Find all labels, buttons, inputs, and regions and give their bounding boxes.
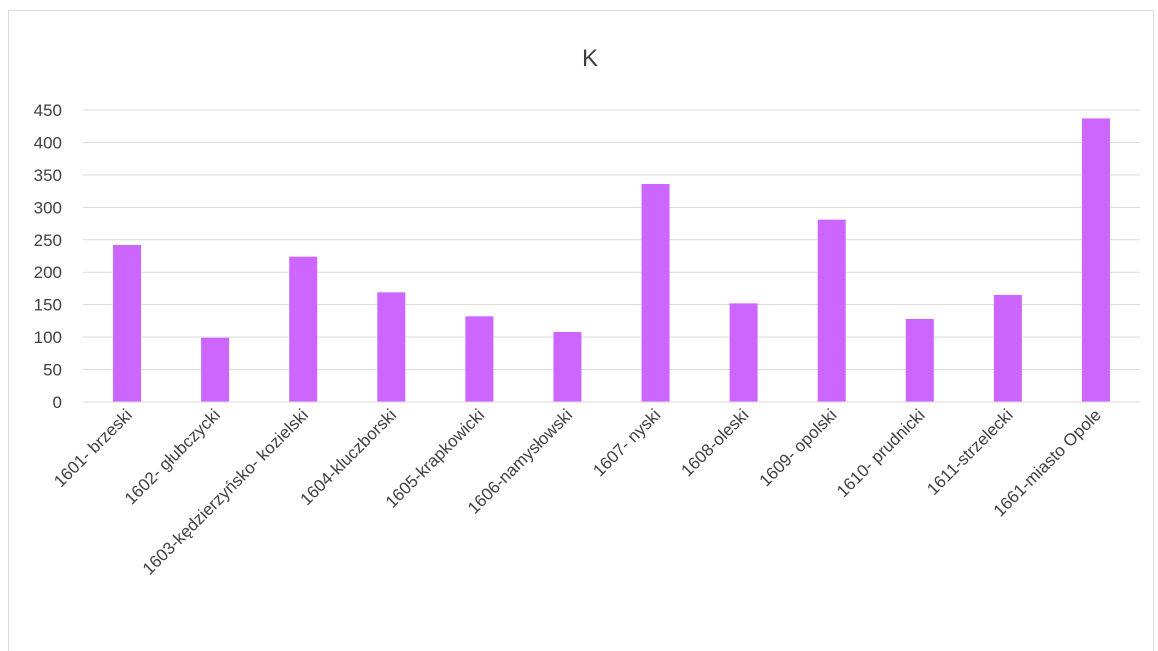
x-category-label: 1604-kluczborski <box>296 405 400 509</box>
x-category-label: 1608-oleski <box>678 405 753 480</box>
y-tick-label: 250 <box>34 231 62 250</box>
bar <box>465 316 494 402</box>
y-tick-label: 0 <box>53 393 62 412</box>
gridlines <box>83 109 1140 371</box>
bar <box>993 294 1022 402</box>
x-category-label: 1607- nyski <box>589 405 664 480</box>
y-tick-label: 400 <box>34 133 62 152</box>
x-category-label: 1609- opolski <box>756 405 841 490</box>
bars <box>113 118 1110 403</box>
bar <box>289 256 318 402</box>
x-category-label: 1611-strzelecki <box>923 405 1016 498</box>
bar <box>113 244 142 402</box>
bar <box>641 183 670 402</box>
x-category-label: 1601- brzeski <box>50 405 136 491</box>
y-tick-label: 100 <box>34 328 62 347</box>
y-tick-label: 50 <box>43 361 62 380</box>
chart-frame <box>8 10 1154 651</box>
y-tick-label: 300 <box>34 198 62 217</box>
x-category-label: 1610- prudnicki <box>833 405 929 501</box>
bar <box>817 219 846 402</box>
bar <box>553 331 582 402</box>
bar <box>201 337 230 402</box>
x-category-label: 1602- głubczycki <box>121 405 224 508</box>
y-tick-label: 350 <box>34 166 62 185</box>
bar <box>905 318 934 402</box>
bar <box>729 303 758 402</box>
y-tick-label: 200 <box>34 263 62 282</box>
chart-title: K <box>582 45 598 72</box>
y-tick-label: 450 <box>34 101 62 120</box>
y-axis-tick-labels: 0 50 100 150 200 250 300 350 400 450 <box>34 101 62 412</box>
bar <box>1081 118 1110 403</box>
x-category-label: 1603-kędzierzyńsko- kozielski <box>139 405 312 578</box>
bar <box>377 292 406 402</box>
y-tick-label: 150 <box>34 296 62 315</box>
